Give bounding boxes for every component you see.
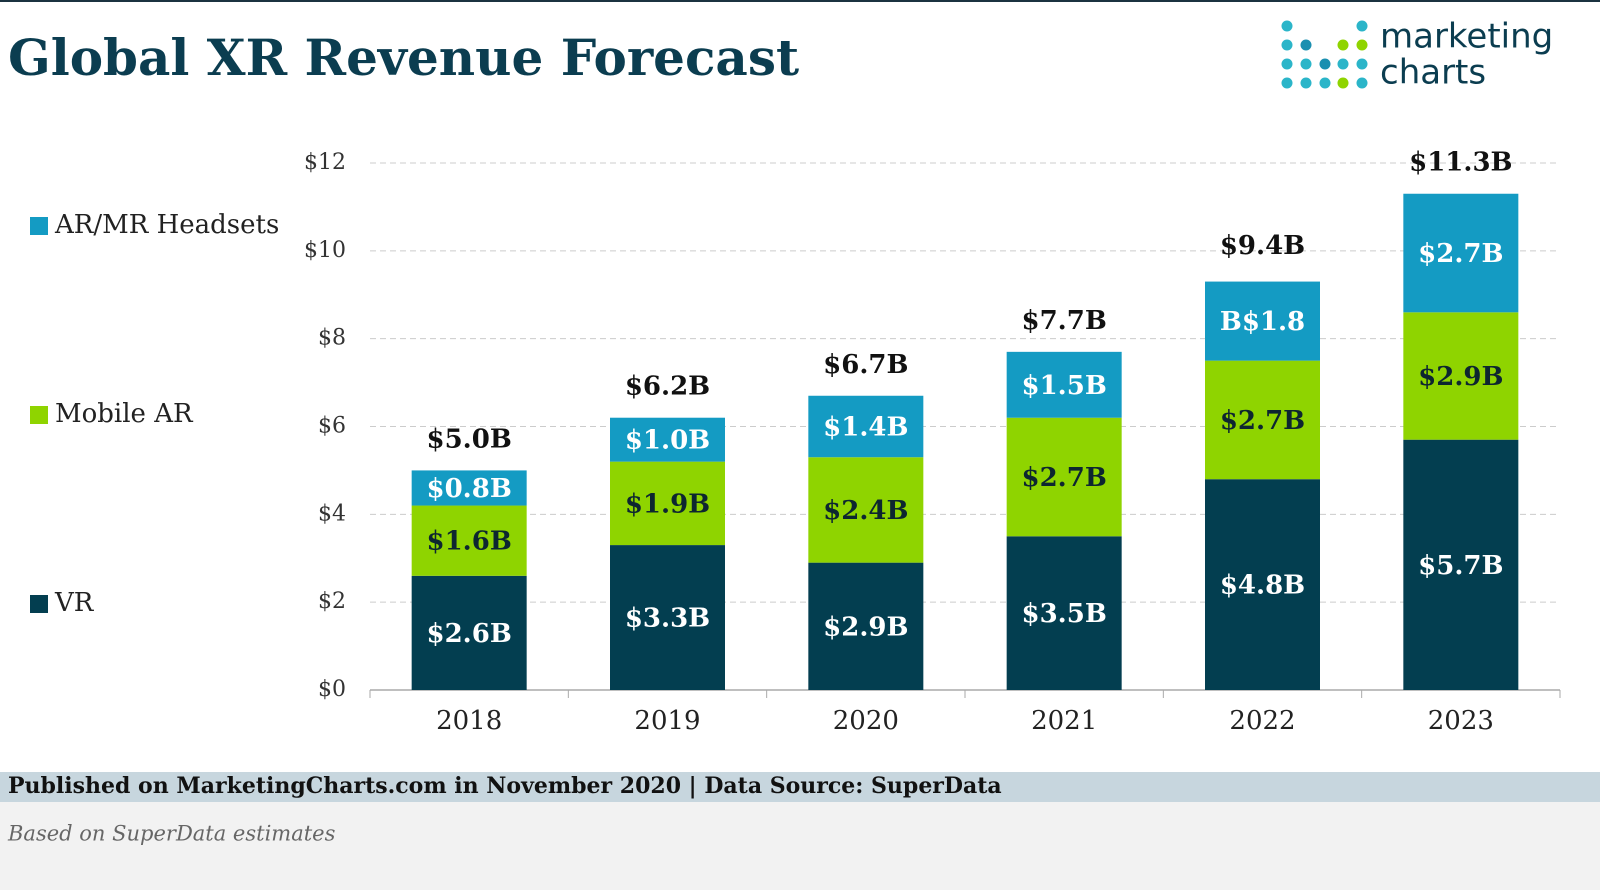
note: Based on SuperData estimates: [7, 822, 336, 846]
bar-segment: [1205, 360, 1320, 480]
bar-segment: [610, 461, 725, 546]
x-tick-label: 2022: [1229, 706, 1295, 736]
logo-dots: [1281, 20, 1368, 89]
total-label: $9.4B: [1220, 231, 1305, 261]
legend-label: AR/MR Headsets: [54, 210, 279, 240]
bar-segment: [1403, 312, 1519, 440]
bar-segment: [808, 395, 924, 458]
chart-title: Global XR Revenue Forecast: [8, 28, 799, 87]
bar-segment: [1205, 479, 1320, 690]
bar-segment: [808, 562, 924, 690]
bar-segment: [1006, 351, 1122, 418]
legend-label: Mobile AR: [55, 399, 194, 429]
total-label: $11.3B: [1409, 148, 1512, 178]
legend-swatch: [30, 595, 48, 613]
value-label: $0.8B: [427, 474, 512, 504]
bar-segment: [1006, 417, 1122, 537]
y-tick-label: $12: [304, 150, 346, 175]
note-band: [0, 802, 1600, 890]
value-label: $2.9B: [823, 612, 908, 642]
x-tick-label: 2018: [436, 706, 502, 736]
y-tick-label: $0: [318, 677, 346, 702]
legend-swatch: [30, 406, 48, 424]
value-label: $3.3B: [625, 604, 710, 634]
bar-segment: [1006, 536, 1122, 690]
value-label: $1.4B: [823, 413, 908, 443]
y-tick-label: $10: [304, 238, 346, 263]
total-label: $6.2B: [625, 372, 710, 402]
logo-text: charts: [1380, 53, 1486, 93]
value-label: $2.6B: [427, 619, 512, 649]
total-label: $7.7B: [1022, 306, 1107, 336]
value-label: B$1.8: [1220, 307, 1305, 337]
value-label: $4.8B: [1220, 571, 1305, 601]
bar-segment: [411, 505, 527, 576]
value-label: $2.4B: [823, 496, 908, 526]
legend-swatch: [30, 217, 48, 235]
value-label: $1.5B: [1022, 371, 1107, 401]
footer: Published on MarketingCharts.com in Nove…: [8, 773, 1002, 799]
x-tick-label: 2020: [833, 706, 899, 736]
legend-label: VR: [54, 588, 95, 618]
value-label: $3.5B: [1022, 599, 1107, 629]
value-label: $2.9B: [1418, 362, 1503, 392]
total-label: $5.0B: [427, 424, 512, 454]
top-border: [0, 0, 1600, 2]
x-tick-label: 2021: [1031, 706, 1097, 736]
value-label: $2.7B: [1220, 406, 1305, 436]
bar-segment: [610, 417, 725, 462]
bar-segment: [411, 470, 527, 506]
logo-text: marketing: [1380, 17, 1553, 57]
total-label: $6.7B: [823, 350, 908, 380]
value-label: $1.0B: [625, 426, 710, 456]
bar-segment: [1403, 193, 1519, 313]
x-tick-label: 2023: [1428, 706, 1494, 736]
bar-segment: [808, 457, 924, 563]
value-label: $1.9B: [625, 489, 710, 519]
bar-segment: [411, 575, 527, 690]
bar-segment: [1205, 281, 1320, 361]
value-label: $2.7B: [1418, 239, 1503, 269]
y-tick-label: $2: [318, 589, 346, 614]
x-tick-label: 2019: [634, 706, 700, 736]
value-label: $2.7B: [1022, 463, 1107, 493]
bar-segment: [1403, 439, 1519, 690]
bar-segment: [610, 545, 725, 690]
y-tick-label: $6: [318, 414, 346, 439]
footer-band: [0, 772, 1600, 802]
value-label: $5.7B: [1418, 551, 1503, 581]
y-tick-label: $4: [318, 501, 346, 526]
value-label: $1.6B: [427, 527, 512, 557]
y-tick-label: $8: [318, 326, 346, 351]
